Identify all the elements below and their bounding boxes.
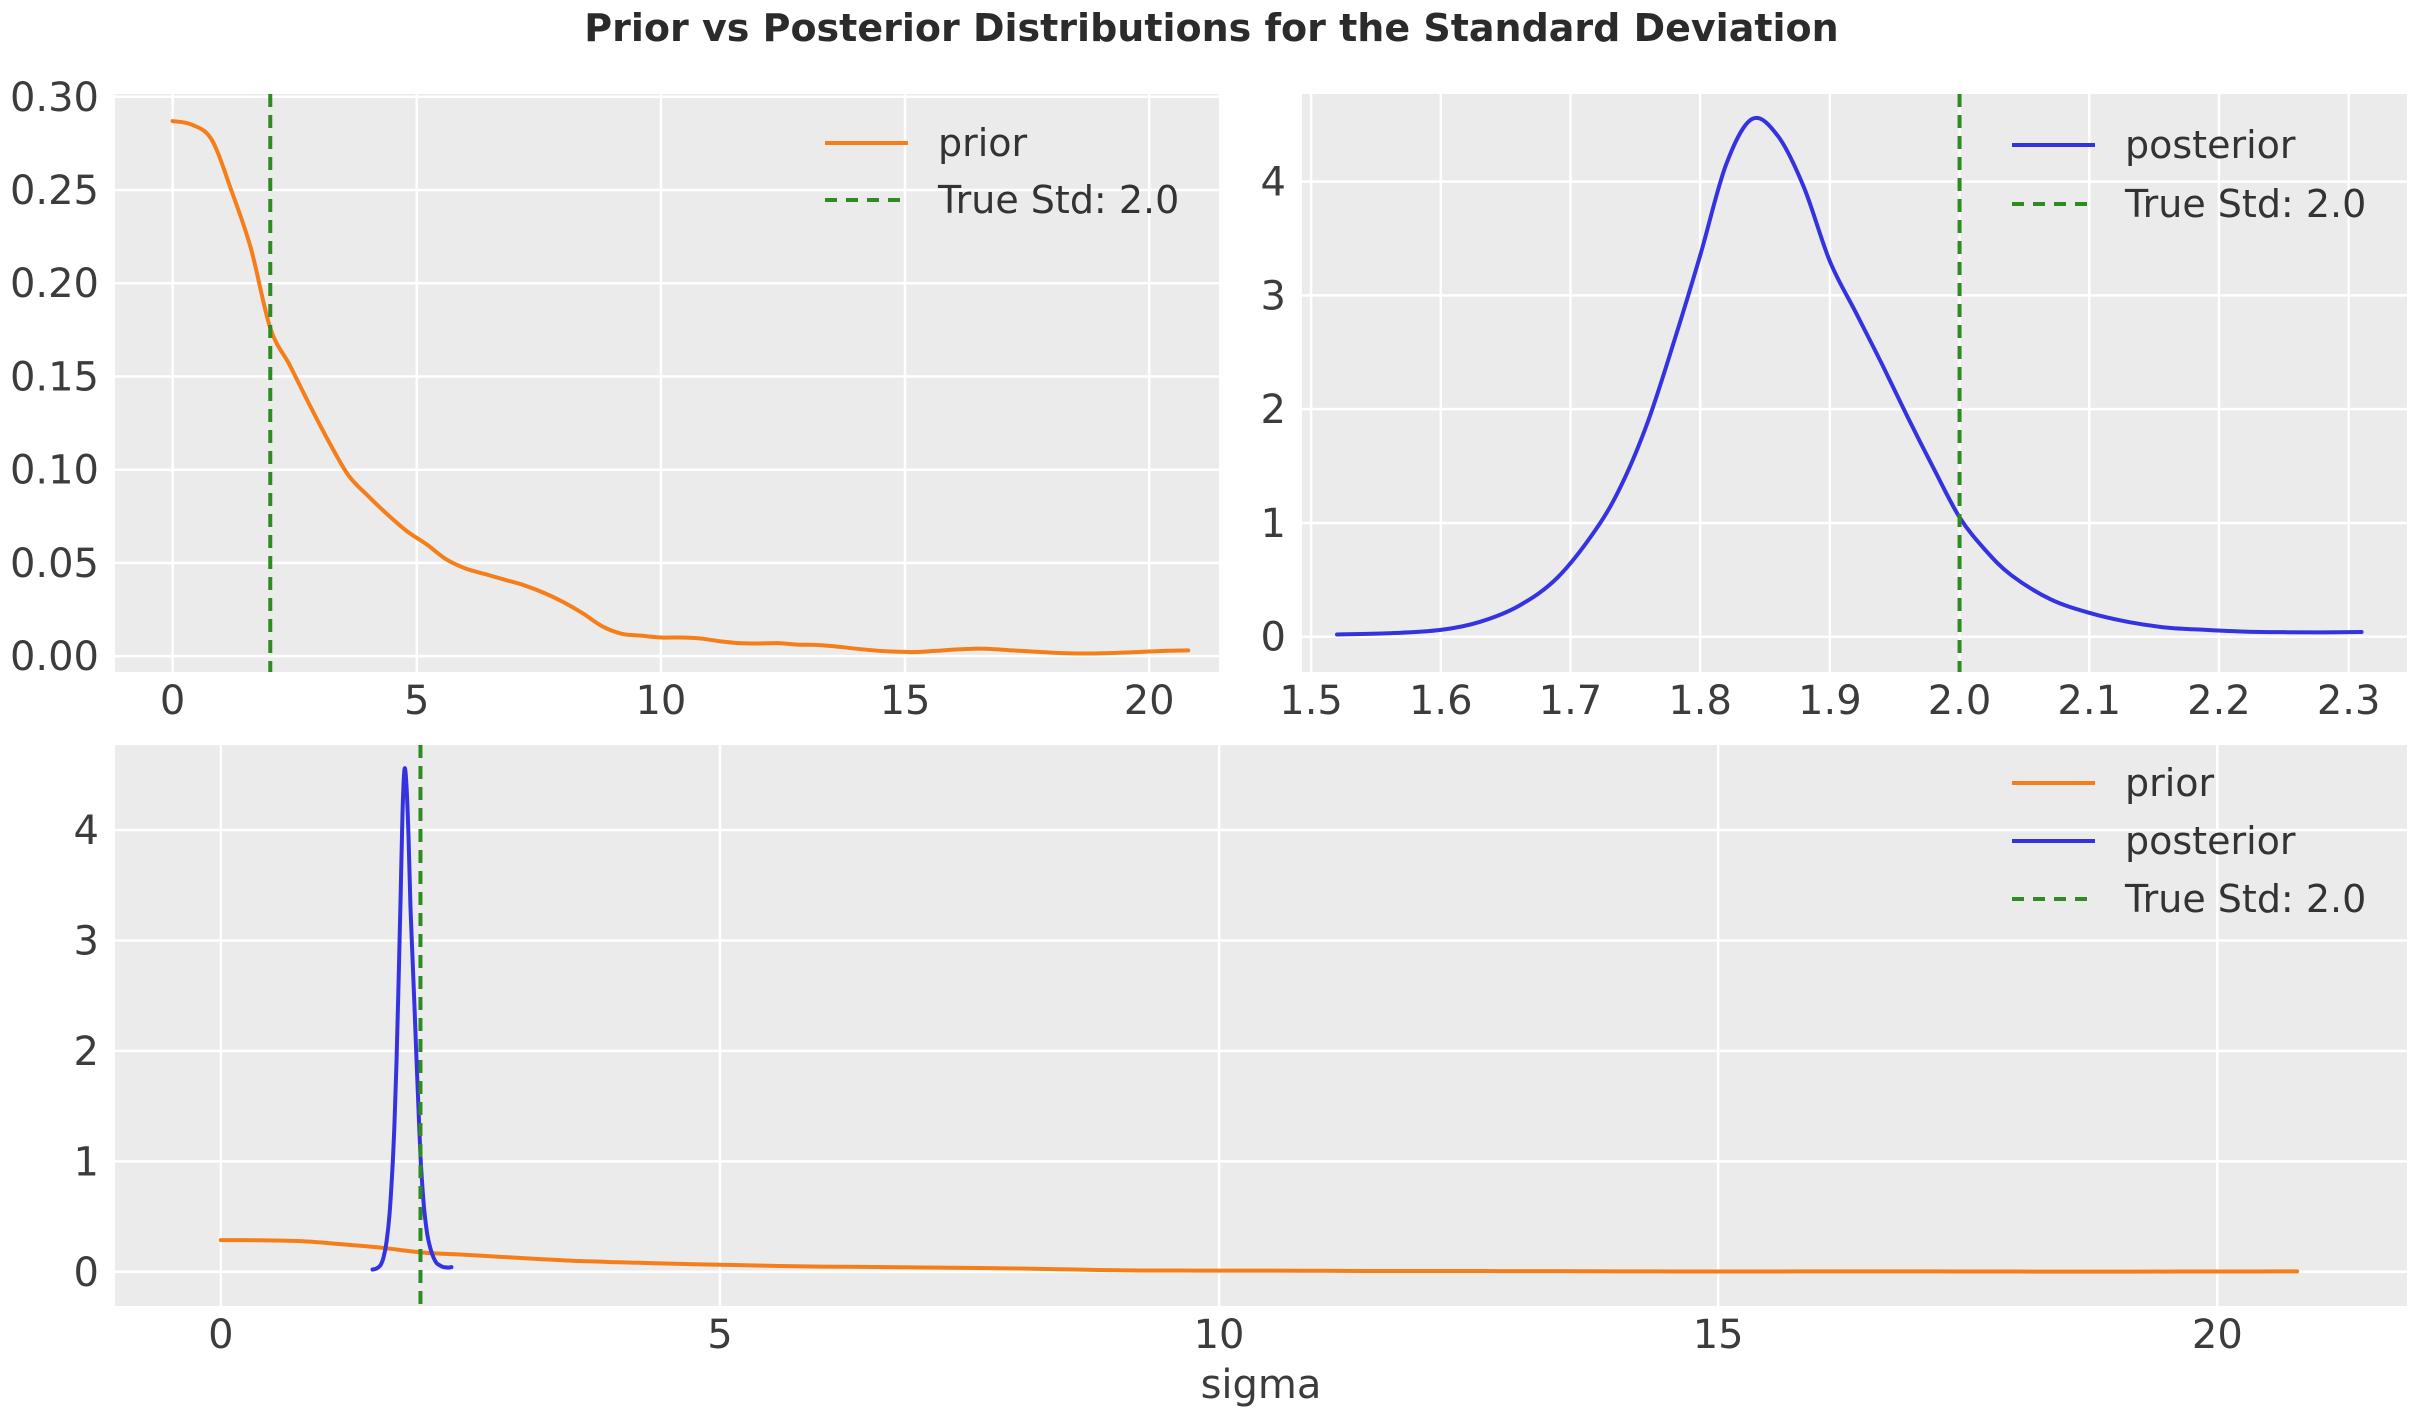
grid <box>115 94 1219 672</box>
x-tick-label: 1.6 <box>1409 678 1473 724</box>
legend-entry: posterior <box>2012 819 2296 863</box>
legend-label: True Std: 2.0 <box>937 178 1179 222</box>
x-tick-label: 2.0 <box>1928 678 1992 724</box>
legend-entry: True Std: 2.0 <box>2012 877 2366 921</box>
legend: prior posterior True Std: 2.0 <box>2012 761 2366 921</box>
y-tick-label: 0.30 <box>10 75 99 121</box>
prior-line <box>218 1238 2300 1274</box>
grid <box>1302 94 2407 672</box>
legend: prior True Std: 2.0 <box>825 121 1179 222</box>
plot-area <box>115 745 2407 1306</box>
y-tick-labels: 0.00 0.05 0.10 0.15 0.20 0.25 0.30 <box>10 75 99 680</box>
legend-entry: True Std: 2.0 <box>825 178 1179 222</box>
y-tick-label: 4 <box>74 808 99 854</box>
y-tick-label: 0.15 <box>10 354 99 400</box>
legend-label: True Std: 2.0 <box>2124 182 2366 226</box>
x-tick-label: 5 <box>707 1312 732 1358</box>
legend-label: prior <box>938 121 1028 165</box>
y-tick-label: 1 <box>74 1139 99 1185</box>
x-tick-label: 0 <box>208 1312 233 1358</box>
y-tick-label: 4 <box>1261 160 1286 206</box>
posterior-line <box>370 766 454 1272</box>
x-tick-label: 1.7 <box>1539 678 1603 724</box>
legend-label: posterior <box>2125 819 2296 863</box>
x-tick-label: 20 <box>1124 678 1175 724</box>
figure-title: Prior vs Posterior Distributions for the… <box>584 6 1839 50</box>
x-tick-labels: 0 5 10 15 20 <box>208 1312 2243 1358</box>
prior-subplot: 0 5 10 15 20 0.00 0.05 0.10 0.15 0.20 0.25 0.30 prio… <box>10 75 1219 724</box>
legend-entry: prior <box>825 121 1028 165</box>
y-tick-label: 0.00 <box>10 634 99 680</box>
legend: posterior True Std: 2.0 <box>2012 123 2366 226</box>
y-tick-label: 3 <box>74 918 99 964</box>
legend-entry: prior <box>2012 761 2215 805</box>
x-tick-label: 1.9 <box>1798 678 1862 724</box>
y-tick-label: 1 <box>1261 501 1286 547</box>
legend-label: prior <box>2125 761 2215 805</box>
x-tick-label: 15 <box>1693 1312 1744 1358</box>
y-tick-label: 3 <box>1261 273 1286 319</box>
y-tick-labels: 0 1 2 3 4 <box>74 808 99 1296</box>
y-tick-label: 0 <box>74 1250 99 1296</box>
x-tick-label: 20 <box>2192 1312 2243 1358</box>
x-tick-labels: 0 5 10 15 20 <box>160 678 1175 724</box>
y-tick-label: 2 <box>1261 387 1286 433</box>
x-tick-label: 10 <box>1194 1312 1245 1358</box>
posterior-line <box>1335 115 2364 637</box>
y-tick-label: 0.10 <box>10 448 99 494</box>
x-tick-label: 2.2 <box>2187 678 2251 724</box>
x-tick-label: 1.8 <box>1668 678 1732 724</box>
legend-entry: True Std: 2.0 <box>2012 182 2366 226</box>
x-tick-label: 5 <box>404 678 429 724</box>
x-tick-label: 15 <box>880 678 931 724</box>
posterior-subplot: 1.5 1.6 1.7 1.8 1.9 2.0 2.1 2.2 2.3 0 1 2 3 4 posterio… <box>1261 94 2407 724</box>
legend-entry: posterior <box>2012 123 2296 167</box>
x-tick-label: 1.5 <box>1279 678 1343 724</box>
x-tick-labels: 1.5 1.6 1.7 1.8 1.9 2.0 2.1 2.2 2.3 <box>1279 678 2380 724</box>
x-tick-label: 10 <box>635 678 686 724</box>
combined-subplot: 0 5 10 15 20 0 1 2 3 4 sigma prior posterior True Std… <box>74 745 2407 1408</box>
y-tick-label: 0.25 <box>10 168 99 214</box>
legend-label: posterior <box>2125 123 2296 167</box>
x-axis-label: sigma <box>1201 1362 1322 1408</box>
plot-area <box>1302 94 2407 672</box>
x-tick-label: 2.3 <box>2317 678 2381 724</box>
legend-label: True Std: 2.0 <box>2124 877 2366 921</box>
prior-line <box>170 119 1191 656</box>
y-tick-label: 0.05 <box>10 541 99 587</box>
y-tick-label: 0.20 <box>10 261 99 307</box>
x-tick-label: 2.1 <box>2057 678 2121 724</box>
y-tick-label: 2 <box>74 1029 99 1075</box>
y-tick-labels: 0 1 2 3 4 <box>1261 160 1286 661</box>
y-tick-label: 0 <box>1261 615 1286 661</box>
x-tick-label: 0 <box>160 678 185 724</box>
